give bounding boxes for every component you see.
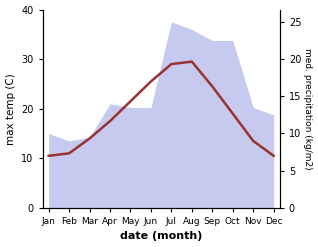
- Y-axis label: max temp (C): max temp (C): [5, 73, 16, 144]
- Y-axis label: med. precipitation (kg/m2): med. precipitation (kg/m2): [303, 48, 313, 169]
- X-axis label: date (month): date (month): [120, 231, 202, 242]
